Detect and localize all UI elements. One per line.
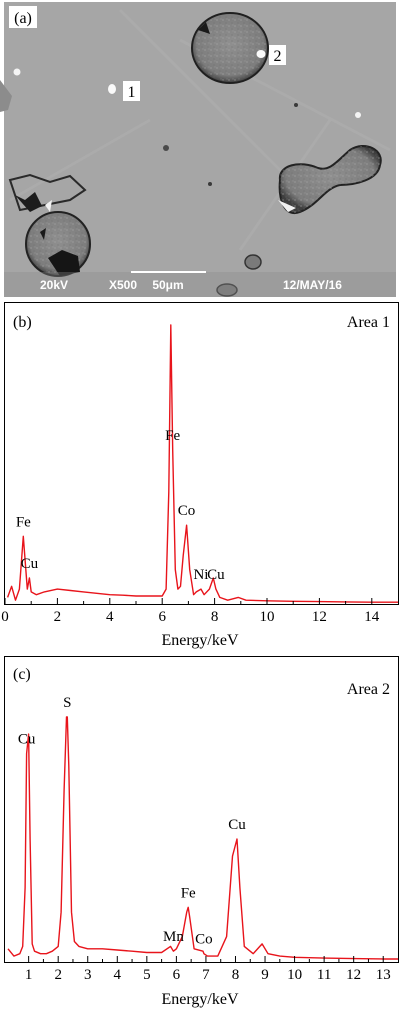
sem-scale-label: 50μm: [152, 278, 183, 292]
x-tick-label-c-9: 10: [287, 967, 302, 983]
panel-a-label: (a): [14, 10, 32, 27]
x-tick-label-c-0: 1: [25, 967, 33, 983]
panel-a-label-box: [9, 6, 37, 28]
x-tick-label-b-4: 8: [211, 609, 219, 625]
sem-date: 12/MAY/16: [283, 278, 342, 292]
x-tick-label-c-5: 6: [173, 967, 181, 983]
spectrum-c: (c) Area 2 1 2 3 4 5 6 7 8 9 10 11 12 13CuSMnFeCoCu …: [4, 656, 399, 1008]
point-2-dot: [256, 50, 266, 58]
x-tick-label-b-2: 4: [106, 609, 114, 625]
spectrum-c-xlabel: Energy/keV: [161, 991, 238, 1008]
peak-label-b-2: Fe: [165, 428, 180, 444]
x-tick-label-c-1: 2: [54, 967, 62, 983]
peak-label-b-0: Fe: [16, 514, 31, 530]
sem-debris: [8, 173, 87, 212]
x-tick-label-c-6: 7: [202, 967, 210, 983]
x-tick-label-b-3: 6: [158, 609, 166, 625]
sem-voltage: 20kV: [40, 278, 68, 292]
peak-label-b-4: Ni: [193, 567, 208, 583]
point-2-box: [269, 45, 286, 65]
x-tick-label-c-7: 8: [232, 967, 240, 983]
point-1-box: [123, 81, 140, 101]
peak-label-c-5: Cu: [228, 817, 246, 833]
peak-label-c-4: Co: [195, 932, 213, 948]
panel-b-label: (b): [13, 314, 32, 331]
panel-c-label: (c): [13, 666, 31, 683]
area-1-label: Area 1: [347, 314, 390, 331]
area-2-label: Area 2: [347, 681, 390, 698]
sem-micrograph: 1 2 20kV X500 50μm 12/MAY/16 (a): [0, 2, 396, 297]
peak-label-c-3: Fe: [181, 885, 196, 901]
peak-label-b-3: Co: [178, 503, 196, 519]
spectrum-line-b: [6, 324, 398, 603]
peak-label-b-5: Cu: [207, 567, 225, 583]
x-tick-label-b-7: 14: [364, 609, 380, 625]
spectrum-b-frame: [4, 302, 399, 605]
peak-label-c-2: Mn: [163, 929, 184, 945]
x-tick-label-b-6: 12: [312, 609, 327, 625]
sem-particle-dumbbell: [278, 145, 382, 215]
peak-label-b-1: Cu: [21, 556, 39, 572]
x-tick-label-b-1: 2: [54, 609, 62, 625]
x-tick-label-b-0: 0: [1, 609, 9, 625]
x-tick-label-c-11: 12: [346, 967, 361, 983]
x-tick-label-c-10: 11: [317, 967, 331, 983]
point-2-label: 2: [274, 48, 282, 65]
peak-label-c-1: S: [63, 695, 71, 711]
x-tick-label-c-3: 4: [114, 967, 122, 983]
spectrum-line-c: [7, 716, 398, 960]
x-tick-label-c-4: 5: [143, 967, 151, 983]
x-tick-label-c-8: 9: [261, 967, 269, 983]
x-tick-label-b-5: 10: [260, 609, 275, 625]
x-tick-label-c-2: 3: [84, 967, 92, 983]
peak-label-c-0: Cu: [18, 732, 36, 748]
sem-particle-left: [25, 211, 91, 277]
sem-magnification: X500: [109, 278, 137, 292]
point-1-dot: [108, 84, 116, 94]
point-1-label: 1: [128, 84, 136, 101]
x-tick-label-c-12: 13: [376, 967, 391, 983]
spectrum-b-xlabel: Energy/keV: [161, 632, 238, 649]
sem-particle-top: [191, 12, 269, 84]
